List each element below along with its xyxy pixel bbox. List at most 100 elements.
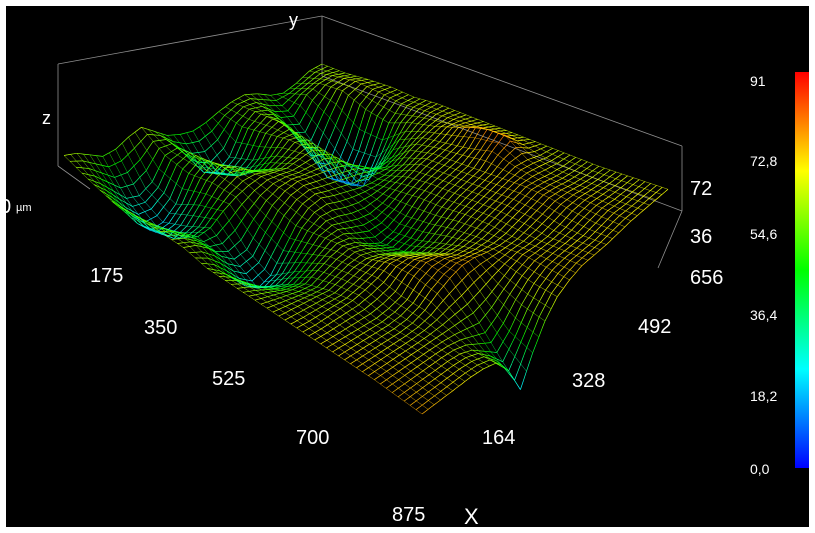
surface-mesh-line xyxy=(276,174,281,177)
surface-mesh-line xyxy=(406,325,410,328)
surface-mesh-line xyxy=(533,267,538,273)
surface-mesh-line xyxy=(378,222,382,226)
surface-mesh-line xyxy=(284,198,288,204)
surface-mesh-line xyxy=(489,248,494,251)
surface-mesh-line xyxy=(480,188,485,192)
surface-mesh-line xyxy=(405,157,410,162)
surface-mesh-line xyxy=(408,339,413,342)
surface-mesh-line xyxy=(465,261,469,264)
surface-mesh-line xyxy=(457,331,461,334)
surface-mesh-line xyxy=(430,242,435,246)
surface-mesh-line xyxy=(356,262,361,266)
surface-mesh-line xyxy=(483,140,487,146)
surface-mesh-line xyxy=(146,145,151,151)
surface-mesh-line xyxy=(335,117,340,126)
surface-mesh-line xyxy=(216,151,221,156)
surface-mesh-line xyxy=(210,268,214,270)
surface-mesh-line xyxy=(436,335,440,339)
surface-mesh-line xyxy=(128,134,132,138)
surface-mesh-line xyxy=(304,77,309,81)
surface-mesh-line xyxy=(225,156,230,162)
surface-mesh-line xyxy=(422,134,426,138)
surface-mesh-line xyxy=(472,323,477,327)
surface-mesh-line xyxy=(591,187,595,190)
surface-mesh-line xyxy=(436,112,440,115)
surface-mesh-line xyxy=(124,154,129,158)
surface-mesh-line xyxy=(489,195,494,199)
surface-mesh-line xyxy=(540,261,544,265)
surface-mesh-line xyxy=(148,194,152,199)
surface-mesh-line xyxy=(228,216,233,222)
surface-mesh-line xyxy=(333,161,337,164)
surface-mesh-line xyxy=(510,182,515,187)
surface-mesh-line xyxy=(457,131,462,137)
surface-mesh-line xyxy=(544,314,549,322)
surface-mesh-line xyxy=(336,208,340,210)
surface-mesh-line xyxy=(542,289,546,296)
surface-mesh-line xyxy=(174,227,178,232)
surface-mesh-line xyxy=(471,374,475,378)
surface-mesh-line xyxy=(378,152,383,160)
surface-mesh-line xyxy=(288,178,292,182)
surface-mesh-line xyxy=(631,210,635,214)
surface-mesh-line xyxy=(184,189,189,198)
surface-mesh-line xyxy=(321,318,325,322)
surface-mesh-line xyxy=(560,158,564,162)
surface-mesh-line xyxy=(269,165,273,170)
surface-mesh-line xyxy=(221,255,225,258)
surface-mesh-line xyxy=(532,220,537,224)
surface-mesh-line xyxy=(105,165,109,168)
surface-mesh-line xyxy=(466,241,471,245)
surface-mesh-line xyxy=(631,203,636,207)
surface-mesh-line xyxy=(552,152,556,155)
surface-mesh-line xyxy=(432,361,436,365)
surface-mesh-line xyxy=(380,381,384,385)
surface-mesh-line xyxy=(573,247,577,251)
surface-mesh-line xyxy=(398,238,403,242)
surface-mesh-line xyxy=(177,243,184,248)
surface-mesh-line xyxy=(451,184,456,189)
surface-mesh-line xyxy=(173,164,178,172)
surface-mesh-line xyxy=(325,140,330,149)
surface-mesh-line xyxy=(423,115,428,119)
surface-mesh-line xyxy=(481,172,486,176)
surface-mesh-line xyxy=(448,304,453,308)
surface-mesh-line xyxy=(104,180,108,183)
surface-mesh-line xyxy=(593,191,598,195)
surface-mesh-line xyxy=(508,342,513,350)
surface-mesh-line xyxy=(386,369,390,372)
surface-mesh-line xyxy=(170,157,175,161)
surface-mesh-line xyxy=(520,315,525,323)
surface-mesh-line xyxy=(389,359,394,362)
surface-mesh-line xyxy=(203,229,208,233)
surface-mesh-line xyxy=(267,147,272,153)
surface-mesh-line xyxy=(262,125,267,129)
surface-mesh-line xyxy=(463,131,467,137)
surface-mesh-line xyxy=(437,167,442,171)
surface-mesh-line xyxy=(204,212,209,218)
surface-mesh-line xyxy=(405,211,410,217)
surface-mesh-line xyxy=(212,178,216,183)
surface-mesh-line xyxy=(413,175,417,180)
surface-mesh-line xyxy=(532,174,536,177)
surface-mesh-line xyxy=(356,173,361,176)
surface-mesh-line xyxy=(432,345,437,349)
surface-mesh-line xyxy=(201,263,208,269)
surface-mesh-line xyxy=(551,277,556,283)
surface-mesh-line xyxy=(413,391,417,395)
surface-mesh-line xyxy=(377,375,381,378)
surface-mesh-line xyxy=(397,295,402,300)
surface-mesh-line xyxy=(249,291,256,296)
surface-mesh-line xyxy=(332,259,337,263)
surface-mesh-line xyxy=(610,221,614,226)
surface-mesh-line xyxy=(132,205,136,207)
surface-mesh-line xyxy=(465,202,469,207)
surface-mesh-line xyxy=(601,222,605,226)
surface-mesh-line xyxy=(548,213,552,218)
surface-mesh-line xyxy=(235,167,239,170)
surface-mesh-line xyxy=(193,198,198,205)
surface-mesh-line xyxy=(563,263,568,268)
surface-mesh-line xyxy=(565,214,570,218)
surface-mesh-line xyxy=(279,296,284,299)
surface-mesh-line xyxy=(609,174,614,177)
